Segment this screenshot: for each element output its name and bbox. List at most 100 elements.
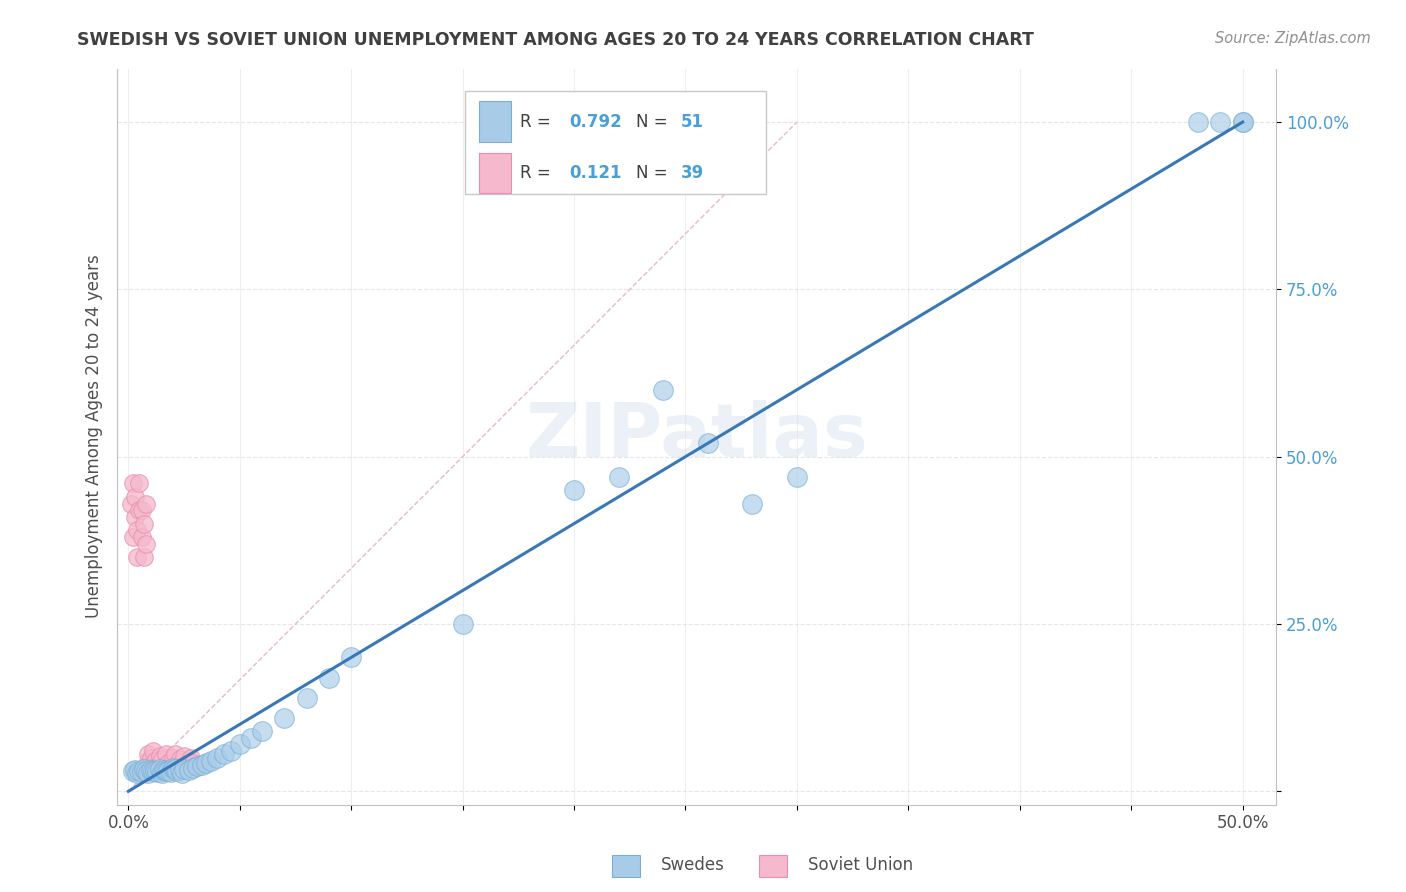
Point xyxy=(696,436,718,450)
Point xyxy=(131,764,153,779)
Point xyxy=(250,724,273,739)
Point xyxy=(127,765,149,780)
Point xyxy=(155,747,177,762)
Point xyxy=(173,749,195,764)
Point xyxy=(165,762,187,776)
Point xyxy=(150,752,173,766)
Point xyxy=(652,383,675,397)
Text: ZIPatlas: ZIPatlas xyxy=(526,401,868,473)
Point xyxy=(162,751,184,765)
Point xyxy=(138,754,160,768)
Point xyxy=(184,759,207,773)
Point xyxy=(170,761,193,775)
Point xyxy=(1187,115,1209,129)
Text: Source: ZipAtlas.com: Source: ZipAtlas.com xyxy=(1215,31,1371,46)
Point xyxy=(124,509,146,524)
Point xyxy=(219,744,242,758)
Point xyxy=(128,476,150,491)
Point xyxy=(340,650,363,665)
Point xyxy=(174,757,197,772)
Point xyxy=(148,749,170,764)
Point xyxy=(128,503,150,517)
Point xyxy=(138,765,160,780)
Point xyxy=(121,476,143,491)
Point xyxy=(124,490,146,504)
Point xyxy=(207,751,229,765)
Point xyxy=(1209,115,1232,129)
Point xyxy=(159,759,181,773)
Text: SWEDISH VS SOVIET UNION UNEMPLOYMENT AMONG AGES 20 TO 24 YEARS CORRELATION CHART: SWEDISH VS SOVIET UNION UNEMPLOYMENT AMO… xyxy=(77,31,1035,49)
Point xyxy=(153,763,176,777)
Point xyxy=(212,747,235,762)
Point xyxy=(120,496,142,510)
Point xyxy=(150,765,173,780)
Point xyxy=(135,496,157,510)
Point xyxy=(128,764,150,778)
Point xyxy=(139,751,162,765)
Point xyxy=(132,516,155,531)
Point xyxy=(562,483,585,497)
Text: Soviet Union: Soviet Union xyxy=(808,856,914,874)
Point xyxy=(186,759,208,773)
Text: R =: R = xyxy=(520,112,557,130)
Text: N =: N = xyxy=(637,112,673,130)
Point xyxy=(177,759,200,773)
Point xyxy=(138,747,160,762)
Text: 0.121: 0.121 xyxy=(569,164,621,182)
Point xyxy=(132,762,155,776)
Point xyxy=(143,764,166,778)
Text: Swedes: Swedes xyxy=(661,856,724,874)
Point xyxy=(146,764,169,779)
Point xyxy=(451,617,474,632)
Point xyxy=(318,671,340,685)
Point xyxy=(786,469,808,483)
Point xyxy=(169,752,191,766)
Point xyxy=(135,537,157,551)
Point xyxy=(181,756,204,771)
Point xyxy=(148,762,170,776)
FancyBboxPatch shape xyxy=(479,102,512,142)
Point xyxy=(146,759,169,773)
FancyBboxPatch shape xyxy=(479,153,512,194)
Text: 51: 51 xyxy=(681,112,703,130)
Point xyxy=(273,711,295,725)
Y-axis label: Unemployment Among Ages 20 to 24 years: Unemployment Among Ages 20 to 24 years xyxy=(86,255,103,618)
Point xyxy=(121,764,143,779)
Point xyxy=(131,530,153,544)
Point xyxy=(139,757,162,772)
Text: R =: R = xyxy=(520,164,562,182)
Point xyxy=(169,763,191,777)
Point xyxy=(131,503,153,517)
Point xyxy=(741,496,763,510)
Point xyxy=(155,764,177,779)
Text: 0.792: 0.792 xyxy=(569,112,621,130)
FancyBboxPatch shape xyxy=(465,91,766,194)
Point xyxy=(195,756,218,771)
Point xyxy=(124,763,146,777)
Point xyxy=(239,731,262,745)
Point xyxy=(177,763,200,777)
Point xyxy=(142,744,165,758)
Point xyxy=(191,757,214,772)
Point xyxy=(229,738,252,752)
Text: 39: 39 xyxy=(681,164,703,182)
Point xyxy=(173,762,195,776)
Point xyxy=(1232,115,1254,129)
Point xyxy=(157,756,180,771)
Text: N =: N = xyxy=(637,164,673,182)
Point xyxy=(142,764,165,779)
Point xyxy=(200,754,222,768)
Point xyxy=(157,764,180,778)
Point xyxy=(170,765,193,780)
Point xyxy=(121,530,143,544)
Point xyxy=(166,764,188,779)
Point xyxy=(127,523,149,537)
Point xyxy=(181,761,204,775)
Point xyxy=(295,690,318,705)
Point xyxy=(143,754,166,768)
Point xyxy=(153,761,176,775)
Point xyxy=(165,747,187,762)
Point xyxy=(162,761,184,775)
Point xyxy=(132,550,155,565)
Point xyxy=(1232,115,1254,129)
